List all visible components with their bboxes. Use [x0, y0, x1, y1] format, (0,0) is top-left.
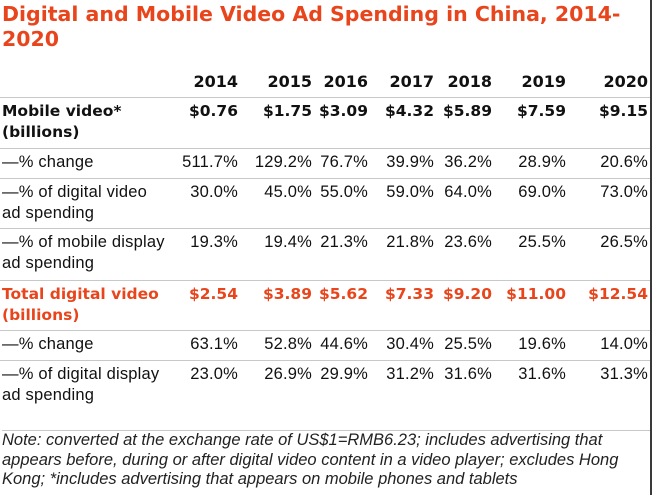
table-cell: 20.6%	[600, 153, 648, 171]
table-row-mobile-change: —% change 511.7% 129.2% 76.7% 39.9% 36.2…	[0, 148, 650, 179]
table-cell: 26.9%	[264, 365, 312, 383]
table-cell: 31.6%	[518, 365, 566, 383]
table-cell: $11.00	[506, 285, 566, 303]
chart-title: Digital and Mobile Video Ad Spending in …	[2, 2, 621, 51]
year-header: 2017	[389, 72, 434, 91]
year-header: 2014	[193, 72, 238, 91]
table-cell: 30.0%	[190, 183, 238, 201]
table-cell: 511.7%	[182, 153, 238, 171]
data-table: 2014 2015 2016 2017 2018 2019 2020 Mobil…	[0, 66, 650, 411]
table-cell: 73.0%	[600, 183, 648, 201]
frame-edge	[650, 0, 652, 495]
year-header: 2016	[323, 72, 368, 91]
table-cell: $4.32	[384, 102, 434, 120]
footnote: Note: converted at the exchange rate of …	[2, 430, 650, 490]
table-row-total-change: —% change 63.1% 52.8% 44.6% 30.4% 25.5% …	[0, 330, 650, 361]
row-label: Mobile video* (billions)	[2, 102, 122, 141]
table-cell: 19.3%	[190, 233, 238, 251]
year-header: 2018	[447, 72, 492, 91]
header-row: 2014 2015 2016 2017 2018 2019 2020	[0, 66, 650, 98]
year-header: 2019	[521, 72, 566, 91]
table-cell: 21.3%	[320, 233, 368, 251]
table-cell: 39.9%	[386, 153, 434, 171]
table-cell: 129.2%	[254, 153, 312, 171]
table-cell: 19.6%	[518, 335, 566, 353]
table-cell: 14.0%	[600, 335, 648, 353]
table-cell: $5.62	[318, 285, 368, 303]
table-cell: $12.54	[588, 285, 648, 303]
table-cell: 25.5%	[518, 233, 566, 251]
table-cell: 31.2%	[386, 365, 434, 383]
table-cell: 44.6%	[320, 335, 368, 353]
table-cell: 31.3%	[600, 365, 648, 383]
table-cell: 31.6%	[444, 365, 492, 383]
table-row-digital-video-share: —% of digital video ad spending 30.0% 45…	[0, 178, 650, 229]
table-cell: $1.75	[262, 102, 312, 120]
table-row-digital-display-share: —% of digital display ad spending 23.0% …	[0, 360, 650, 411]
table-cell: $9.20	[442, 285, 492, 303]
table-cell: 64.0%	[444, 183, 492, 201]
row-label: —% change	[2, 153, 94, 171]
row-label: —% change	[2, 335, 94, 353]
table-cell: $3.09	[318, 102, 368, 120]
table-cell: $7.59	[516, 102, 566, 120]
table-cell: 63.1%	[190, 335, 238, 353]
table-row-mobile-display-share: —% of mobile display ad spending 19.3% 1…	[0, 228, 650, 281]
table-cell: 59.0%	[386, 183, 434, 201]
table-cell: 19.4%	[264, 233, 312, 251]
table-row-total-digital-video: Total digital video (billions) $2.54 $3.…	[0, 280, 650, 331]
table-cell: 45.0%	[264, 183, 312, 201]
year-header: 2020	[603, 72, 648, 91]
table-cell: 28.9%	[518, 153, 566, 171]
header-label-cell	[0, 66, 170, 98]
table-cell: 23.6%	[444, 233, 492, 251]
table-cell: 55.0%	[320, 183, 368, 201]
table-cell: 21.8%	[386, 233, 434, 251]
row-label: —% of digital video ad spending	[2, 183, 148, 222]
table-cell: 69.0%	[518, 183, 566, 201]
row-label: —% of digital display ad spending	[2, 365, 160, 404]
table-cell: 52.8%	[264, 335, 312, 353]
table-cell: 26.5%	[600, 233, 648, 251]
table-cell: 25.5%	[444, 335, 492, 353]
row-label: —% of mobile display ad spending	[2, 233, 165, 272]
table-cell: 76.7%	[320, 153, 368, 171]
table-cell: 29.9%	[320, 365, 368, 383]
year-header: 2015	[267, 72, 312, 91]
table-cell: $2.54	[188, 285, 238, 303]
row-label: Total digital video (billions)	[2, 285, 159, 324]
table-cell: 36.2%	[444, 153, 492, 171]
table-cell: 30.4%	[386, 335, 434, 353]
table-cell: $5.89	[442, 102, 492, 120]
table-row-mobile-video: Mobile video* (billions) $0.76 $1.75 $3.…	[0, 97, 650, 149]
table-cell: 23.0%	[190, 365, 238, 383]
table-cell: $9.15	[598, 102, 648, 120]
table-cell: $3.89	[262, 285, 312, 303]
table-cell: $7.33	[384, 285, 434, 303]
table-cell: $0.76	[188, 102, 238, 120]
